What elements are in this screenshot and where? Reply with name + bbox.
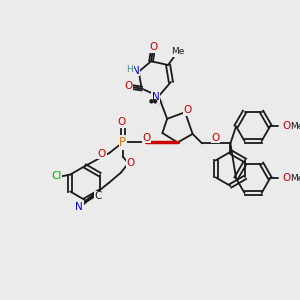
Text: O: O [98,149,106,159]
Text: C: C [94,191,102,201]
Text: ●●: ●● [149,98,159,104]
Text: O: O [211,133,219,143]
Text: Me: Me [290,174,300,183]
Text: N: N [152,92,160,102]
Text: H: H [126,65,133,74]
Text: O: O [126,158,134,168]
Text: Me: Me [171,47,184,56]
Text: O: O [124,81,133,91]
Text: O: O [184,105,192,115]
Text: P: P [119,136,126,149]
Text: N: N [75,202,83,212]
Text: O: O [150,42,158,52]
Text: N: N [132,66,140,76]
Text: O: O [282,122,290,131]
Text: Cl: Cl [51,171,61,182]
Text: O: O [282,173,290,183]
Text: O: O [142,133,151,143]
Text: Me: Me [290,122,300,131]
Text: O: O [118,117,126,127]
